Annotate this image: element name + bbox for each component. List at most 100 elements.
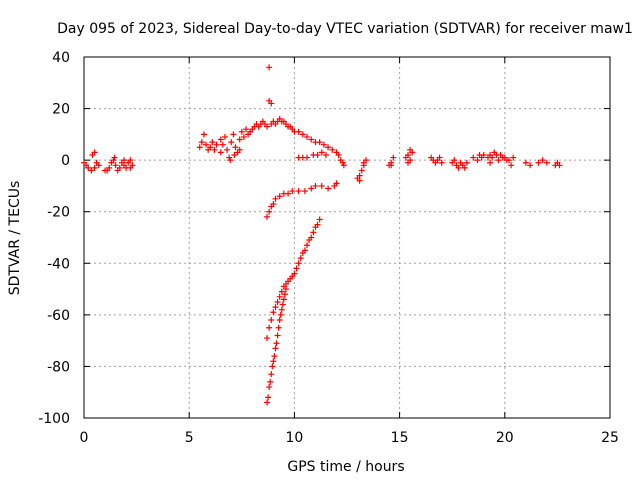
data-point (269, 363, 276, 370)
data-point (221, 133, 228, 140)
x-tick-label: 25 (601, 430, 619, 446)
data-point (266, 324, 273, 331)
data-point (127, 164, 134, 171)
data-point (436, 154, 443, 161)
data-point (274, 332, 281, 339)
data-point (463, 159, 470, 166)
data-point (271, 353, 278, 360)
x-tick-label: 0 (80, 430, 89, 446)
plot-frame (83, 56, 611, 419)
data-point (278, 288, 285, 295)
data-point (277, 311, 284, 318)
data-point (265, 394, 272, 401)
data-point (295, 128, 302, 135)
data-point (217, 136, 224, 143)
data-point (356, 177, 363, 184)
data-point (487, 159, 494, 166)
data-point (335, 151, 342, 158)
data-point (198, 139, 205, 146)
y-tick-label: -80 (47, 359, 70, 375)
data-point (91, 149, 98, 156)
data-point (268, 100, 275, 107)
x-tick-label: 10 (285, 430, 303, 446)
data-point (310, 229, 317, 236)
data-point (295, 260, 302, 267)
data-point (308, 136, 315, 143)
data-point (556, 162, 563, 169)
data-point (522, 159, 529, 166)
data-point (270, 358, 277, 365)
data-point (274, 298, 281, 305)
data-point (297, 255, 304, 262)
data-point (236, 136, 243, 143)
data-point (293, 265, 300, 272)
data-point (127, 157, 134, 164)
data-point (91, 164, 98, 171)
data-point (213, 141, 220, 148)
y-axis-label: SDTVAR / TECUs (7, 181, 23, 296)
data-point (340, 162, 347, 169)
data-point (85, 164, 92, 171)
data-point (314, 151, 321, 158)
data-point (543, 159, 550, 166)
data-point (527, 162, 534, 169)
data-point (196, 144, 203, 151)
data-point (539, 157, 546, 164)
data-point (495, 157, 502, 164)
data-point (227, 157, 234, 164)
y-tick-label: -100 (38, 411, 70, 427)
data-point (329, 146, 336, 153)
data-point (535, 159, 542, 166)
data-point (88, 167, 95, 174)
y-tick-label: 40 (52, 50, 70, 66)
data-point (104, 167, 111, 174)
data-point (232, 144, 239, 151)
data-point (278, 306, 285, 313)
data-point (272, 304, 279, 311)
data-point (112, 162, 119, 169)
data-point (211, 146, 218, 153)
data-point (273, 340, 280, 347)
data-point (289, 188, 296, 195)
data-point (217, 149, 224, 156)
data-point (264, 335, 271, 342)
data-point (470, 154, 477, 161)
data-point (405, 159, 412, 166)
data-point (322, 151, 329, 158)
data-point (270, 309, 277, 316)
data-point (228, 139, 235, 146)
data-point (506, 157, 513, 164)
data-point (318, 149, 325, 156)
data-point (272, 195, 279, 202)
x-tick-label: 20 (496, 430, 514, 446)
data-point (304, 133, 311, 140)
data-point (510, 154, 517, 161)
data-point (304, 242, 311, 249)
data-point (270, 200, 277, 207)
data-point (316, 216, 323, 223)
data-point (111, 154, 118, 161)
data-point (318, 182, 325, 189)
data-point (275, 324, 282, 331)
y-tick-label: -60 (47, 308, 70, 324)
data-point (230, 131, 237, 138)
data-point (455, 164, 462, 171)
data-point (264, 399, 271, 406)
data-point (280, 296, 287, 303)
data-point (325, 185, 332, 192)
y-tick-label: -40 (47, 256, 70, 272)
data-point (308, 234, 315, 241)
data-point (312, 182, 319, 189)
data-point (480, 151, 487, 158)
y-tick-label: 0 (61, 153, 70, 169)
data-point (405, 151, 412, 158)
data-point (438, 159, 445, 166)
data-point (231, 151, 238, 158)
data-point (268, 317, 275, 324)
y-axis: -100 -80 -60 -40 -20 0 20 40 (38, 50, 610, 427)
x-tick-label: 15 (391, 430, 409, 446)
data-point (461, 164, 468, 171)
data-point (308, 185, 315, 192)
data-point (291, 270, 298, 277)
